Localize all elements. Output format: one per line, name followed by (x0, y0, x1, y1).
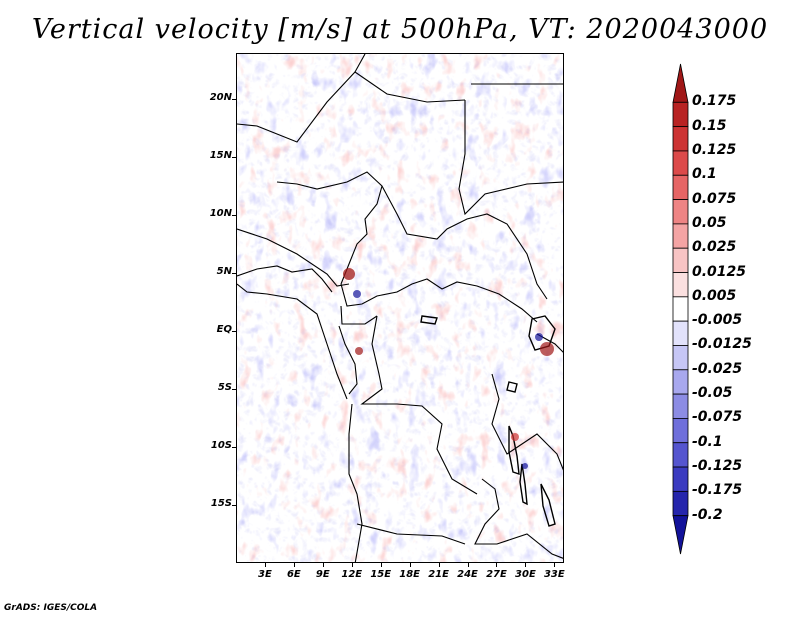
lon-tick-mark (554, 563, 556, 567)
lon-tick-label: 6E (286, 569, 301, 580)
chart-title: Vertical velocity [m/s] at 500hPa, VT: 2… (31, 14, 769, 45)
colorbar-swatch (672, 101, 689, 128)
colorbar-swatch (672, 174, 689, 200)
colorbar-label: -0.125 (692, 458, 743, 475)
lon-tick-mark (467, 563, 469, 567)
colorbar-swatch (672, 223, 689, 249)
colorbar-swatch (672, 490, 689, 517)
intense-cells (343, 268, 554, 469)
colorbar-swatch (672, 369, 689, 395)
credit-text: GrADS: IGES/COLA (4, 603, 98, 613)
colorbar-swatch (672, 418, 689, 444)
colorbar-label: 0.025 (692, 239, 737, 256)
colorbar-swatch (672, 515, 689, 555)
colorbar-swatch (672, 63, 689, 103)
colorbar-swatch (672, 247, 689, 273)
colorbar-label: 0.075 (692, 190, 737, 207)
lon-tick-label: 21E (428, 569, 449, 580)
colorbar-label: -0.2 (692, 506, 723, 523)
colorbar-label: -0.0125 (692, 336, 752, 353)
colorbar-label: -0.175 (692, 482, 743, 499)
colorbar-swatch (672, 320, 689, 346)
colorbar-swatch (672, 466, 689, 492)
colorbar-label: 0.05 (692, 214, 727, 231)
lon-tick-label: 30E (515, 569, 536, 580)
colorbar-label: 0.175 (692, 93, 737, 110)
lon-tick-mark (438, 563, 440, 567)
lat-tick-mark (232, 389, 236, 391)
lon-tick-mark (525, 563, 527, 567)
lon-tick-label: 15E (370, 569, 392, 580)
lon-tick-label: 12E (341, 569, 363, 580)
lon-tick-label: 24E (457, 569, 478, 580)
colorbar-label: -0.075 (692, 409, 743, 426)
colorbar-swatch (672, 272, 689, 298)
colorbar-swatch (672, 199, 689, 225)
colorbar-swatch (672, 150, 689, 176)
colorbar-label: 0.1 (692, 166, 717, 183)
lat-tick-mark (232, 505, 236, 507)
lon-tick-label: 9E (315, 569, 330, 580)
colorbar-label: 0.125 (692, 141, 737, 158)
colorbar-swatch (672, 345, 689, 371)
colorbar-label: -0.025 (692, 360, 743, 377)
country-borders (237, 54, 563, 562)
lon-tick-mark (264, 563, 266, 567)
lat-tick-mark (232, 215, 236, 217)
colorbar-swatch (672, 442, 689, 468)
lon-tick-label: 27E (486, 569, 507, 580)
colorbar-label: 0.005 (692, 287, 737, 304)
colorbar-swatch (672, 296, 689, 322)
colorbar-label: -0.1 (692, 433, 723, 450)
colorbar-label: -0.005 (692, 312, 743, 329)
lat-tick-label: 15N (209, 150, 232, 162)
lat-tick-label: 20N (209, 92, 232, 104)
colorbar-swatch (672, 126, 689, 152)
lat-tick-mark (232, 273, 236, 275)
lat-tick-label: 5N (216, 266, 232, 278)
lon-tick-label: 33E (543, 569, 565, 580)
lon-tick-mark (380, 563, 382, 567)
lon-tick-mark (293, 563, 295, 567)
map-plot-area (236, 53, 564, 563)
lon-tick-mark (322, 563, 324, 567)
lat-tick-label: 10N (209, 208, 232, 220)
lat-tick-mark (232, 157, 236, 159)
lon-tick-mark (351, 563, 353, 567)
lon-tick-mark (496, 563, 498, 567)
lat-tick-label: EQ (216, 324, 232, 336)
lat-tick-mark (232, 447, 236, 449)
lon-tick-label: 18E (399, 569, 421, 580)
colorbar-label: 0.0125 (692, 263, 747, 280)
colorbar-label: 0.15 (692, 117, 727, 134)
lat-tick-label: 15S (210, 498, 232, 510)
lat-tick-mark (232, 99, 236, 101)
velocity-field-map (237, 54, 563, 562)
colorbar-swatch (672, 393, 689, 419)
lon-tick-mark (409, 563, 411, 567)
lat-tick-label: 5S (217, 382, 232, 394)
colorbar-label: -0.05 (692, 385, 733, 402)
lat-tick-label: 10S (210, 440, 232, 452)
lat-tick-mark (232, 331, 236, 333)
lon-tick-label: 3E (258, 569, 272, 580)
